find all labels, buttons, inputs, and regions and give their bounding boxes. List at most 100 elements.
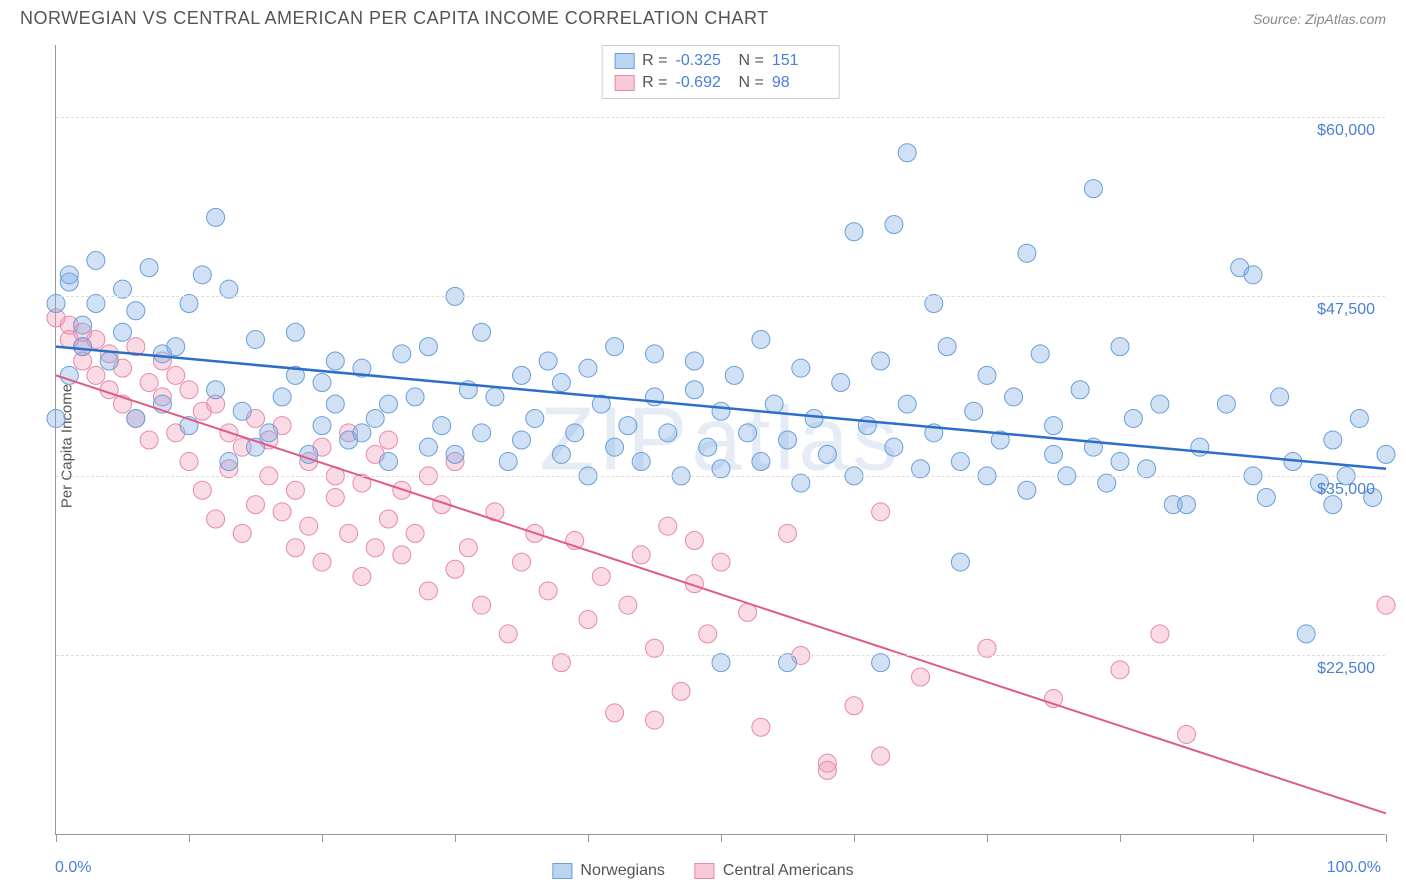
x-tick <box>854 834 855 842</box>
scatter-point <box>885 438 903 456</box>
scatter-point <box>326 352 344 370</box>
scatter-point <box>406 388 424 406</box>
n-label: N = <box>739 52 764 70</box>
swatch-blue-icon <box>614 53 634 69</box>
scatter-point <box>100 381 118 399</box>
scatter-point <box>286 539 304 557</box>
source-attribution: Source: ZipAtlas.com <box>1253 11 1386 27</box>
scatter-point <box>685 352 703 370</box>
scatter-point <box>127 302 145 320</box>
scatter-point <box>513 431 531 449</box>
scatter-point <box>752 453 770 471</box>
scatter-point <box>406 524 424 542</box>
scatter-point <box>1018 481 1036 499</box>
scatter-point <box>845 697 863 715</box>
scatter-point <box>1045 445 1063 463</box>
scatter-point <box>207 510 225 528</box>
scatter-point <box>380 510 398 528</box>
legend-label-2: Central Americans <box>723 862 854 880</box>
scatter-point <box>1191 438 1209 456</box>
scatter-point <box>1018 244 1036 262</box>
trend-line <box>56 375 1386 813</box>
scatter-point <box>1151 625 1169 643</box>
scatter-point <box>393 345 411 363</box>
scatter-point <box>220 453 238 471</box>
scatter-point <box>765 395 783 413</box>
scatter-point <box>832 374 850 392</box>
grid-line <box>56 476 1385 477</box>
y-tick-label: $35,000 <box>1317 481 1375 499</box>
scatter-point <box>433 417 451 435</box>
legend-label-1: Norwegians <box>580 862 664 880</box>
scatter-point <box>1045 417 1063 435</box>
scatter-point <box>419 338 437 356</box>
scatter-point <box>1377 596 1395 614</box>
swatch-pink-icon <box>614 75 634 91</box>
scatter-point <box>1071 381 1089 399</box>
scatter-point <box>1151 395 1169 413</box>
scatter-point <box>566 424 584 442</box>
scatter-point <box>579 359 597 377</box>
legend-item-norwegians: Norwegians <box>552 862 664 880</box>
scatter-point <box>951 553 969 571</box>
scatter-point <box>818 761 836 779</box>
x-tick <box>322 834 323 842</box>
scatter-point <box>1271 388 1289 406</box>
scatter-point <box>273 388 291 406</box>
scatter-point <box>592 567 610 585</box>
scatter-point <box>247 330 265 348</box>
scatter-point <box>672 682 690 700</box>
r-value-2: -0.692 <box>676 74 731 92</box>
scatter-point <box>353 567 371 585</box>
scatter-point <box>646 711 664 729</box>
n-label: N = <box>739 74 764 92</box>
scatter-point <box>127 409 145 427</box>
scatter-point <box>233 524 251 542</box>
x-tick <box>56 834 57 842</box>
scatter-point <box>805 409 823 427</box>
scatter-point <box>446 560 464 578</box>
scatter-point <box>486 388 504 406</box>
scatter-point <box>898 144 916 162</box>
scatter-point <box>685 381 703 399</box>
scatter-point <box>1377 445 1395 463</box>
scatter-point <box>140 374 158 392</box>
scatter-point <box>739 424 757 442</box>
scatter-point <box>1124 409 1142 427</box>
scatter-point <box>885 216 903 234</box>
scatter-point <box>965 402 983 420</box>
series-legend: Norwegians Central Americans <box>552 862 853 880</box>
scatter-point <box>167 366 185 384</box>
scatter-point <box>978 366 996 384</box>
scatter-point <box>685 532 703 550</box>
scatter-point <box>699 438 717 456</box>
scatter-point <box>340 524 358 542</box>
x-tick <box>1120 834 1121 842</box>
scatter-point <box>419 438 437 456</box>
scatter-point <box>313 553 331 571</box>
scatter-point <box>47 409 65 427</box>
scatter-point <box>513 366 531 384</box>
scatter-point <box>300 517 318 535</box>
scatter-point <box>1111 661 1129 679</box>
scatter-point <box>1257 488 1275 506</box>
x-tick <box>721 834 722 842</box>
scatter-point <box>140 431 158 449</box>
scatter-point <box>380 431 398 449</box>
correlation-stats-box: R = -0.325 N = 151 R = -0.692 N = 98 <box>601 45 840 99</box>
scatter-point <box>606 438 624 456</box>
scatter-point <box>872 747 890 765</box>
scatter-point <box>606 704 624 722</box>
scatter-point <box>712 402 730 420</box>
scatter-point <box>260 424 278 442</box>
scatter-point <box>898 395 916 413</box>
scatter-point <box>779 431 797 449</box>
n-value-2: 98 <box>772 74 827 92</box>
scatter-point <box>446 445 464 463</box>
scatter-point <box>699 625 717 643</box>
scatter-point <box>286 481 304 499</box>
scatter-point <box>286 323 304 341</box>
scatter-point <box>499 625 517 643</box>
scatter-point <box>326 395 344 413</box>
scatter-point <box>313 417 331 435</box>
